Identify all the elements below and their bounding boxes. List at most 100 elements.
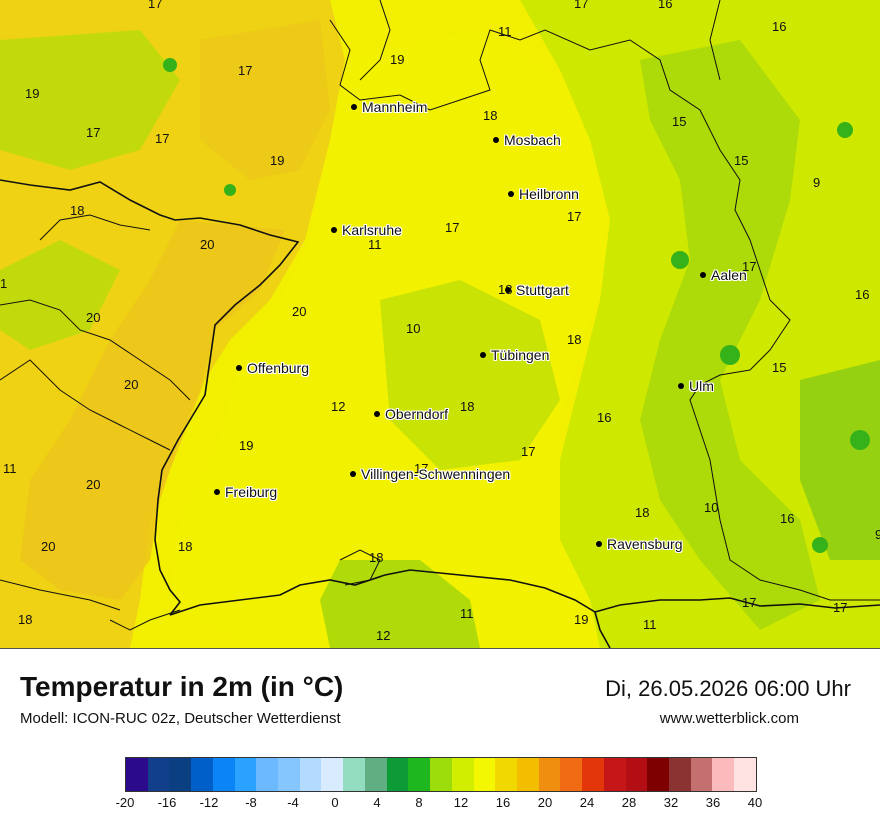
city-dot-icon	[214, 489, 220, 496]
colorbar-swatch	[278, 758, 300, 791]
colorbar-swatch	[299, 758, 322, 791]
temp-value: 9	[875, 528, 880, 542]
temp-value: 15	[772, 360, 787, 375]
temp-value: 17	[742, 259, 757, 274]
colorbar-swatch	[343, 758, 365, 791]
temp-value: 19	[25, 86, 40, 101]
city-marker-stuttgart[interactable]: Stuttgart	[505, 282, 569, 298]
colorbar-swatch	[560, 758, 583, 791]
city-dot-icon	[678, 383, 684, 390]
city-label: Offenburg	[247, 360, 310, 376]
colorbar-swatch	[712, 758, 735, 791]
colorbar-swatch	[256, 758, 279, 791]
map-canvas	[0, 0, 880, 648]
temp-value: 18	[369, 550, 384, 565]
temp-value: 17	[742, 595, 757, 610]
city-dot-icon	[700, 272, 706, 279]
colorbar	[125, 757, 757, 792]
green-area-west	[0, 240, 120, 350]
dark-green-spot	[671, 251, 689, 269]
forecast-datetime: Di, 26.05.2026 06:00 Uhr	[605, 676, 851, 701]
temp-value: 16	[772, 19, 787, 34]
colorbar-swatch	[603, 758, 626, 791]
temp-value: 20	[86, 310, 101, 325]
city-marker-villingen-schwenningen[interactable]: Villingen-Schwenningen	[350, 466, 510, 482]
colorbar-swatch	[321, 758, 344, 791]
temp-value: 16	[597, 410, 612, 425]
website-link[interactable]: www.wetterblick.com	[659, 710, 799, 727]
city-dot-icon	[480, 352, 486, 359]
colorbar-swatch	[126, 758, 148, 791]
colorbar-swatch	[668, 758, 691, 791]
temp-value: 11	[498, 24, 512, 39]
temp-value: 18	[483, 108, 498, 123]
city-marker-heilbronn[interactable]: Heilbronn	[508, 186, 579, 202]
dark-green-spot	[812, 537, 828, 553]
temp-value: 20	[86, 477, 101, 492]
state-borders	[0, 0, 880, 631]
map-title: Temperatur in 2m (in °C)	[20, 671, 344, 702]
temp-value: 17	[148, 0, 163, 11]
temp-value: 12	[376, 628, 391, 643]
colorbar-swatch	[473, 758, 496, 791]
temp-value: 12	[331, 399, 346, 414]
city-label: Freiburg	[225, 484, 278, 500]
colorbar-tick-label: 36	[705, 795, 721, 810]
temp-value: 16	[658, 0, 673, 11]
temp-value: 11	[368, 237, 382, 252]
city-dot-icon	[236, 365, 242, 372]
city-marker-freiburg[interactable]: Freiburg	[214, 484, 277, 500]
temp-value: 20	[41, 539, 56, 554]
temp-value: 19	[239, 438, 254, 453]
city-marker-aalen[interactable]: Aalen	[700, 267, 747, 283]
temp-value: 11	[460, 606, 474, 621]
colorbar-swatch	[147, 758, 170, 791]
dark-green-spot	[850, 430, 870, 450]
temp-value: 18	[460, 399, 475, 414]
temp-value: 20	[124, 377, 139, 392]
city-label: Karlsruhe	[342, 222, 402, 238]
green-area-east	[640, 40, 820, 630]
temp-value: 17	[238, 63, 253, 78]
city-label: Villingen-Schwenningen	[361, 466, 511, 482]
city-label: Stuttgart	[516, 282, 569, 298]
colorbar-swatch	[191, 758, 213, 791]
colorbar-swatch	[451, 758, 474, 791]
city-marker-tuebingen[interactable]: Tübingen	[480, 347, 549, 363]
city-marker-karlsruhe[interactable]: Karlsruhe	[331, 222, 402, 238]
temp-value: 17	[155, 131, 170, 146]
colorbar-swatch	[582, 758, 604, 791]
temp-value: 18	[567, 332, 582, 347]
temp-value: 19	[390, 52, 405, 67]
colorbar-tick-label: 28	[621, 795, 637, 810]
city-marker-mannheim[interactable]: Mannheim	[351, 99, 427, 115]
city-dot-icon	[596, 541, 602, 548]
temp-value: 20	[292, 304, 307, 319]
colorbar-swatch	[538, 758, 561, 791]
temp-value: 18	[178, 539, 193, 554]
colorbar-swatch	[734, 758, 756, 791]
colorbar-tick-label: 8	[415, 795, 423, 810]
colorbar-swatch	[364, 758, 387, 791]
city-dot-icon	[331, 227, 337, 234]
colorbar-tick-label: -4	[287, 795, 299, 810]
city-dot-icon	[350, 471, 356, 478]
warm-area-north	[200, 20, 330, 180]
temp-value: 19	[574, 612, 589, 627]
temp-value: 17	[567, 209, 582, 224]
colorbar-swatch	[495, 758, 517, 791]
city-label: Ravensburg	[607, 536, 683, 552]
city-marker-ravensburg[interactable]: Ravensburg	[596, 536, 683, 552]
city-marker-ulm[interactable]: Ulm	[678, 378, 714, 394]
city-dot-icon	[374, 411, 380, 418]
colorbar-swatch	[690, 758, 713, 791]
colorbar-swatch	[625, 758, 648, 791]
city-dot-icon	[508, 191, 514, 198]
green-area-northwest	[0, 30, 180, 170]
city-marker-mosbach[interactable]: Mosbach	[493, 132, 561, 148]
temp-value: 16	[780, 511, 795, 526]
city-marker-offenburg[interactable]: Offenburg	[236, 360, 309, 376]
dark-green-spot	[224, 184, 236, 196]
colorbar-tick-label: 12	[453, 795, 469, 810]
city-marker-oberndorf[interactable]: Oberndorf	[374, 406, 448, 422]
